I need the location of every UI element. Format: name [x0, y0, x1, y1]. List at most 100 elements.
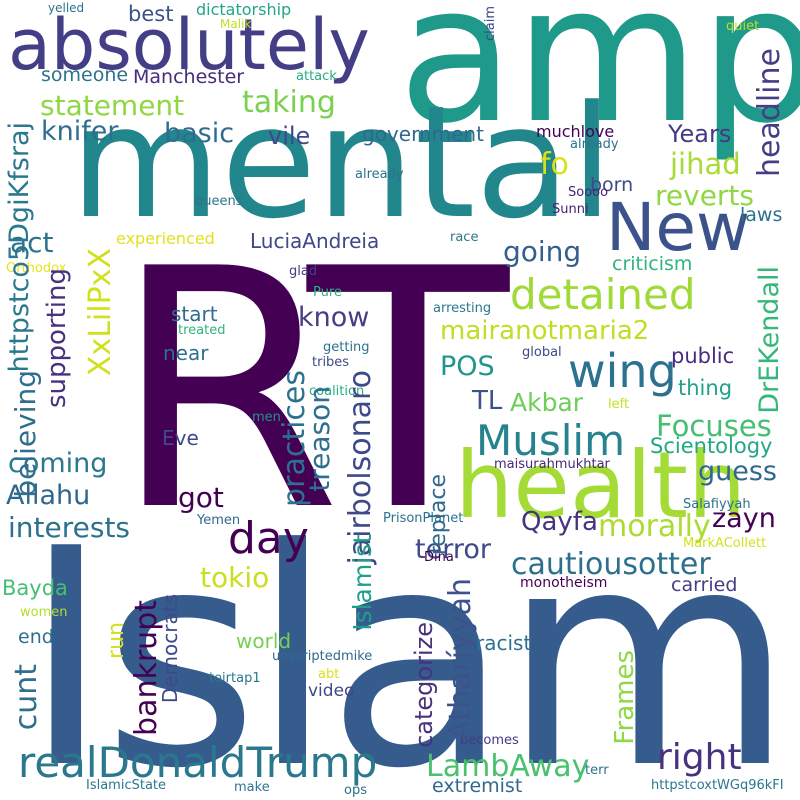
word-frames: replace: [426, 474, 451, 556]
word-qayfa: Qayfa: [521, 507, 598, 537]
word-believing: supporting: [42, 268, 72, 409]
word-got: got: [178, 481, 224, 514]
word-fo: fo: [540, 147, 569, 182]
word-yelled: yelled: [48, 1, 85, 15]
word-amp: amp: [398, 0, 800, 165]
word-islamicstate: make: [234, 780, 270, 795]
word-tl: TL: [472, 386, 503, 416]
word-vile: vile: [268, 122, 311, 150]
word-health: health: [455, 432, 747, 539]
word-tokio: tokio: [200, 561, 270, 594]
word-knifer: knifer: [41, 116, 119, 147]
word-racist: racist: [476, 631, 532, 655]
word-rt: RT: [112, 199, 509, 583]
word-ops: terr: [585, 763, 609, 778]
word-islam: Islam: [22, 485, 794, 800]
word-tribes: treated: [178, 323, 226, 338]
word-cautiousotter: cautiousotter: [511, 547, 711, 582]
word-start: start: [171, 302, 218, 326]
word-becomes: abt: [318, 667, 340, 682]
word-right: right: [657, 737, 742, 778]
word-race: Sunni: [552, 202, 589, 217]
word-muchlove: muchlove: [536, 122, 615, 141]
word-laws: laws: [740, 204, 783, 226]
word-radical: headline: [752, 48, 787, 178]
word-near: near: [163, 341, 209, 365]
word-luciaandreia: LuciaAndreia: [250, 229, 380, 253]
word-salafiyyah: maisurahmukhtar: [494, 457, 610, 472]
word-muslim: Muslim: [476, 416, 625, 465]
word-terr: women: [20, 605, 68, 620]
word-arresting: Pure: [313, 285, 342, 300]
word-attack: attack: [296, 69, 337, 84]
word-monotheism: MarkACollett: [683, 536, 767, 551]
word-left: men: [252, 410, 281, 425]
word-women: becomes: [460, 733, 519, 748]
word-coalition: global: [522, 345, 562, 360]
word-unscriptedmike: monotheism: [520, 575, 608, 591]
word-allahu: Allahu: [6, 480, 91, 511]
word-queens: already: [355, 167, 404, 182]
word-focuses: Focuses: [656, 409, 772, 443]
word-going: going: [503, 235, 582, 268]
word-replace: Atharíyyah: [443, 578, 478, 741]
word-prisonplanet: Salafiyyah: [683, 497, 751, 512]
word-dina: Yemen: [197, 513, 241, 528]
word-make: ops: [344, 783, 367, 798]
word-bayda: Bayda: [2, 576, 68, 600]
word-toirtap1: unscriptedmike: [272, 649, 373, 664]
word-maisurahmukhtar: left: [608, 397, 630, 412]
word-dictatorship: dictatorship: [196, 0, 292, 19]
word-drekendall: Frames: [610, 650, 640, 745]
word-orthodox: race: [450, 230, 479, 245]
word-headline: DrEKendall: [754, 266, 785, 414]
word-wing: wing: [568, 344, 677, 398]
word-cunt: believing: [9, 370, 42, 498]
word-basic: basic: [164, 118, 235, 149]
word-someone: someone: [41, 64, 129, 86]
word-mental: mental: [70, 72, 614, 253]
word-detained: detained: [510, 270, 696, 319]
word-terror: terror: [415, 534, 491, 565]
word-carried: carried: [671, 574, 738, 596]
word-sunni: Soooo: [568, 185, 609, 200]
word-realdonaldtrump: realDonaldTrump: [18, 738, 378, 787]
word-getting: arresting: [433, 301, 492, 316]
word-akbar: Akbar: [510, 388, 584, 417]
word-guess: guess: [698, 456, 777, 487]
word-morally: morally: [598, 509, 711, 544]
word-pos: POS: [440, 351, 495, 382]
word-glad: Orthodox: [6, 261, 67, 276]
word-claim: claim: [483, 6, 498, 42]
word-pure: glad: [289, 264, 318, 279]
word-scientology: Scientology: [650, 434, 773, 458]
word-public: public: [671, 344, 735, 368]
word-best: best: [128, 2, 174, 26]
word-mairanotmaria2: mairanotmaria2: [440, 316, 650, 346]
word-malik: Malik: [220, 17, 252, 31]
word-reverts: reverts: [655, 179, 754, 212]
word-new: New: [606, 189, 750, 266]
word-zayn: zayn: [712, 503, 776, 534]
word-eve: Eve: [162, 426, 199, 450]
word-treated: getting: [323, 340, 370, 355]
word-video: video: [308, 681, 355, 701]
word-day: day: [228, 513, 309, 564]
word-criticism: criticism: [612, 253, 693, 275]
word-categorize: Islamist: [348, 534, 377, 631]
word-bankrupt: run: [104, 622, 129, 659]
word-markacollett: Dina: [424, 550, 454, 565]
word-jihad: jihad: [670, 147, 741, 181]
word-httpstco5dgikfsraj: httpstcoxtWGq96kFI: [651, 778, 784, 793]
word-absolutely: absolutely: [8, 4, 370, 86]
word-end: end: [18, 626, 54, 648]
word-httpstcoxtwgq96kfi: IslamicState: [86, 778, 167, 793]
word-act: act: [10, 226, 54, 259]
word-soooo: queens: [195, 194, 243, 209]
word-supporting: XxLilPxX: [83, 248, 118, 377]
word-manchester: Manchester: [133, 66, 245, 88]
word-born: born: [590, 174, 634, 196]
word-extremist: extremist: [432, 775, 523, 797]
word-taking: taking: [242, 85, 336, 120]
word-interests: interests: [8, 511, 131, 544]
